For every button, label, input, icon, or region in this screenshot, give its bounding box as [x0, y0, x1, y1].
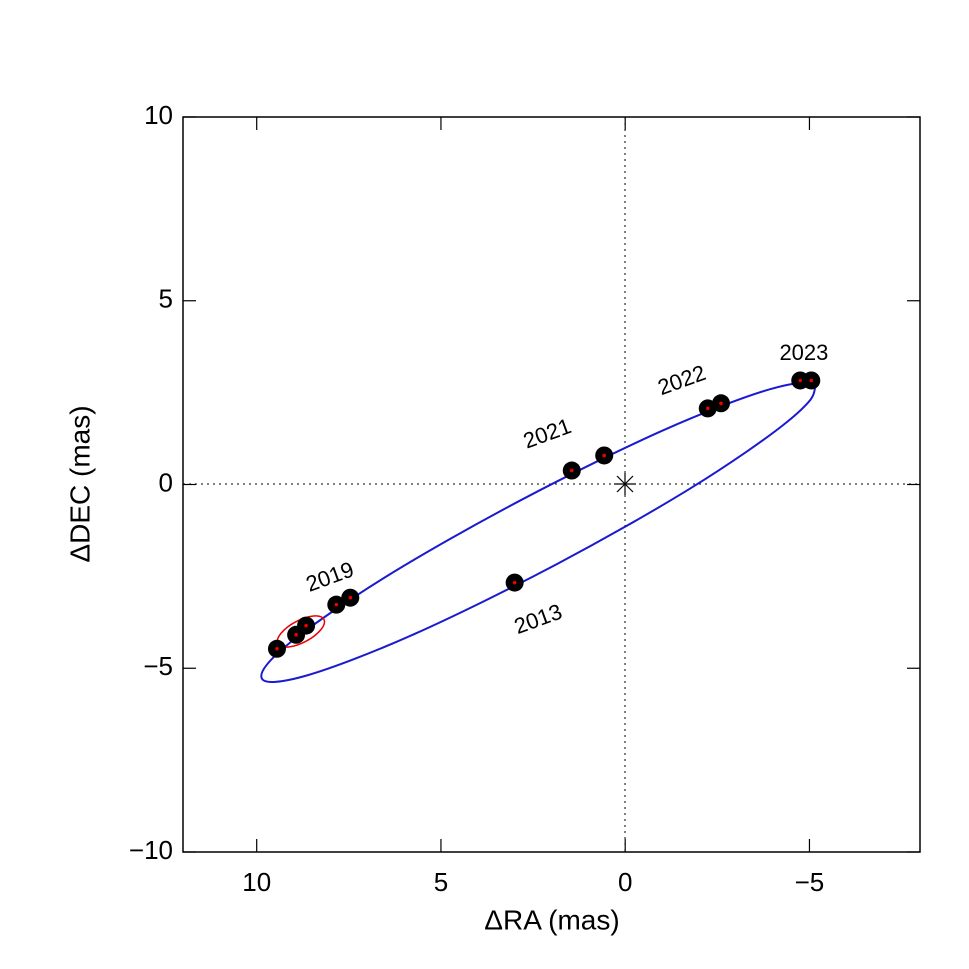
point-error: [304, 623, 308, 628]
x-tick-label: 5: [434, 867, 448, 897]
point-error: [275, 646, 279, 651]
y-tick-label: −10: [129, 835, 173, 865]
point-error: [719, 401, 723, 406]
year-annotation: 2023: [779, 340, 828, 365]
year-annotation: 2021: [520, 413, 575, 453]
point-error: [512, 580, 517, 585]
point-error: [602, 453, 606, 458]
y-tick-label: 5: [159, 284, 173, 314]
orbit-line: [260, 381, 817, 683]
point-error: [798, 378, 803, 383]
x-axis-title: ΔRA (mas): [484, 904, 619, 935]
star-marker: [614, 473, 636, 495]
x-tick-label: 0: [618, 867, 632, 897]
point-error: [705, 406, 710, 411]
y-axis-title: ΔDEC (mas): [64, 405, 95, 562]
year-annotation: 2013: [511, 599, 566, 639]
y-tick-label: 10: [144, 100, 173, 130]
point-error: [348, 595, 353, 600]
y-tick-label: 0: [159, 467, 173, 497]
point-error: [334, 602, 339, 607]
point-error: [809, 378, 814, 383]
year-annotation: 2022: [654, 360, 709, 400]
y-tick-label: −5: [143, 651, 173, 681]
point-error: [569, 468, 574, 473]
point-error: [294, 633, 298, 637]
x-tick-label: 10: [242, 867, 271, 897]
x-tick-label: −5: [795, 867, 825, 897]
